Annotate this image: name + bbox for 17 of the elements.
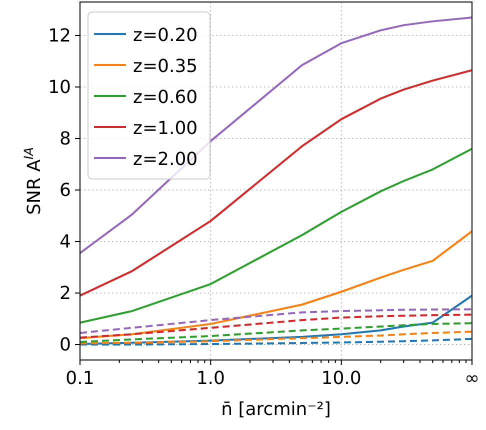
legend-label: z=0.60: [133, 87, 198, 108]
x-tick-label: 10.0: [321, 368, 362, 389]
y-tick-label: 2: [60, 283, 71, 304]
x-tick-label: 0.1: [66, 368, 94, 389]
legend-label: z=1.00: [133, 118, 198, 139]
y-tick-label: 0: [60, 334, 71, 356]
y-tick-label: 8: [60, 128, 71, 150]
y-tick-label: 4: [60, 232, 71, 253]
y-tick-label: 10: [48, 76, 71, 98]
legend-label: z=2.00: [133, 149, 198, 170]
legend-label: z=0.20: [133, 25, 198, 46]
x-axis-title: n̄ [arcmin⁻²]: [221, 399, 331, 420]
y-tick-label: 6: [60, 180, 71, 202]
x-tick-label: ∞: [464, 368, 480, 389]
legend-label: z=0.35: [133, 56, 198, 77]
x-tick-label: 1.0: [196, 368, 225, 389]
y-tick-label: 12: [48, 25, 71, 46]
